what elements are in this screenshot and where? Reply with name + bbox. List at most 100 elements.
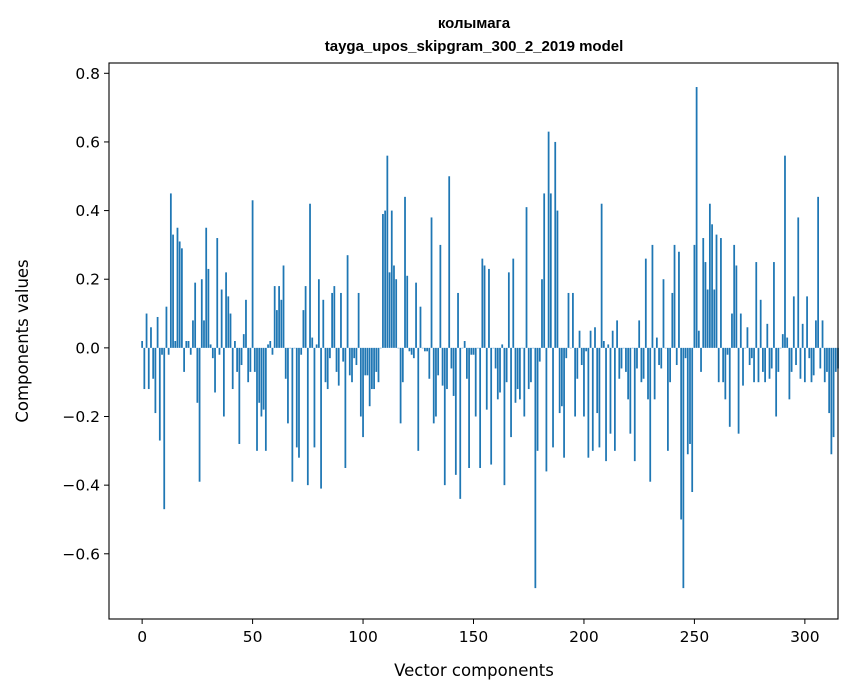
bar-77 bbox=[311, 337, 314, 348]
bar-37 bbox=[222, 347, 225, 417]
plot-frame bbox=[108, 62, 839, 620]
bar-25 bbox=[196, 347, 199, 403]
bar-198 bbox=[578, 330, 581, 348]
bar-52 bbox=[256, 347, 258, 451]
bar-292 bbox=[786, 337, 789, 348]
bar-230 bbox=[649, 347, 652, 482]
bar-131 bbox=[430, 217, 433, 348]
bar-228 bbox=[644, 258, 647, 348]
bar-189 bbox=[558, 347, 561, 414]
bar-134 bbox=[437, 347, 440, 376]
bar-307 bbox=[819, 347, 822, 369]
bar-59 bbox=[271, 347, 274, 355]
bar-138 bbox=[446, 347, 448, 390]
bar-274 bbox=[746, 327, 749, 348]
bar-283 bbox=[766, 323, 769, 348]
bar-24 bbox=[194, 282, 197, 348]
bar-148 bbox=[468, 347, 470, 468]
bar-242 bbox=[675, 347, 678, 366]
bar-128 bbox=[424, 347, 426, 352]
bar-259 bbox=[713, 289, 716, 348]
bar-312 bbox=[830, 347, 833, 455]
bar-88 bbox=[335, 347, 338, 372]
bar-28 bbox=[203, 320, 205, 348]
bar-96 bbox=[353, 347, 356, 359]
bar-297 bbox=[797, 217, 800, 348]
bar-224 bbox=[636, 347, 638, 369]
bar-79 bbox=[315, 344, 318, 348]
bar-240 bbox=[671, 292, 674, 348]
bar-38 bbox=[225, 272, 227, 348]
bar-184 bbox=[547, 131, 550, 348]
bar-204 bbox=[591, 347, 594, 451]
bar-276 bbox=[750, 347, 753, 359]
bar-271 bbox=[739, 313, 742, 348]
bar-304 bbox=[812, 347, 815, 376]
bar-207 bbox=[598, 347, 601, 448]
bar-219 bbox=[625, 347, 627, 372]
bar-168 bbox=[512, 258, 515, 348]
bar-166 bbox=[507, 272, 510, 348]
bar-48 bbox=[247, 347, 250, 383]
bar-0 bbox=[141, 341, 144, 348]
bar-147 bbox=[465, 347, 468, 379]
bar-60 bbox=[273, 286, 276, 348]
bar-17 bbox=[178, 241, 181, 348]
bar-72 bbox=[300, 347, 303, 355]
bar-133 bbox=[435, 347, 437, 417]
bar-258 bbox=[711, 224, 713, 348]
x-axis-ticks: 0 50 100 150 200 250 300 bbox=[137, 619, 820, 646]
bar-196 bbox=[574, 347, 577, 417]
bar-229 bbox=[647, 347, 649, 400]
bar-115 bbox=[395, 279, 398, 348]
x-tick-label: 0 bbox=[137, 628, 147, 646]
bar-139 bbox=[448, 176, 451, 348]
bar-192 bbox=[565, 347, 568, 359]
bar-12 bbox=[167, 347, 170, 355]
bar-81 bbox=[320, 347, 322, 489]
bar-100 bbox=[362, 347, 364, 438]
bar-158 bbox=[490, 347, 493, 465]
bar-110 bbox=[384, 210, 387, 348]
bar-104 bbox=[370, 347, 373, 390]
bar-33 bbox=[214, 347, 216, 393]
bar-277 bbox=[753, 347, 755, 383]
bar-282 bbox=[764, 347, 766, 383]
bar-66 bbox=[287, 347, 289, 424]
bar-124 bbox=[415, 282, 417, 348]
bar-231 bbox=[651, 244, 654, 348]
bar-149 bbox=[470, 347, 473, 355]
x-tick-label: 100 bbox=[348, 628, 378, 646]
bar-4 bbox=[150, 327, 152, 348]
bar-125 bbox=[417, 347, 420, 451]
bar-275 bbox=[748, 347, 751, 366]
bar-97 bbox=[355, 347, 358, 366]
bar-101 bbox=[364, 347, 367, 376]
bar-109 bbox=[382, 214, 384, 348]
bar-2 bbox=[145, 313, 148, 348]
bar-42 bbox=[234, 341, 236, 348]
bar-146 bbox=[463, 341, 466, 348]
bar-252 bbox=[697, 330, 700, 348]
bar-31 bbox=[209, 344, 212, 348]
bar-22 bbox=[189, 347, 192, 355]
bar-225 bbox=[638, 320, 641, 348]
bar-209 bbox=[602, 341, 605, 348]
bar-141 bbox=[452, 347, 455, 396]
bar-311 bbox=[828, 347, 831, 414]
bar-249 bbox=[691, 347, 694, 493]
bar-156 bbox=[485, 347, 488, 410]
bar-238 bbox=[667, 347, 669, 451]
x-tick-label: 200 bbox=[569, 628, 599, 646]
bar-239 bbox=[669, 347, 671, 383]
bar-120 bbox=[406, 275, 409, 348]
bar-55 bbox=[262, 347, 265, 410]
bar-256 bbox=[706, 289, 709, 348]
bar-234 bbox=[658, 347, 660, 366]
bar-58 bbox=[269, 341, 272, 348]
bar-280 bbox=[759, 299, 762, 348]
bar-268 bbox=[733, 244, 736, 348]
bar-61 bbox=[276, 310, 278, 348]
bar-123 bbox=[412, 347, 415, 359]
